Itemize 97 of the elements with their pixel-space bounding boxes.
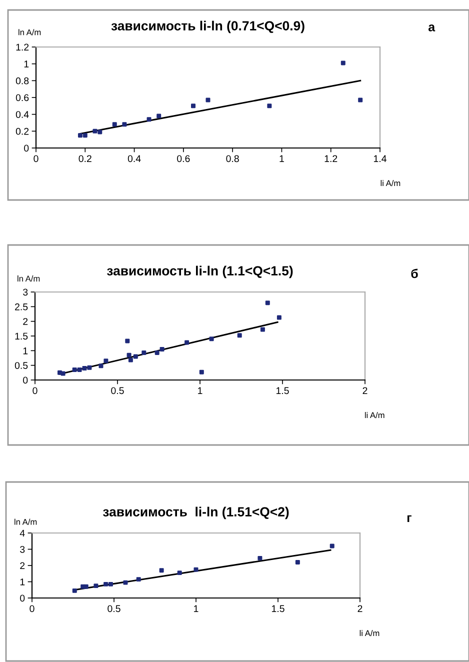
point [237, 333, 242, 338]
y-tick-label: 2.5 [15, 303, 28, 310]
point [136, 577, 141, 582]
x-tick-label: 1.5 [272, 605, 284, 612]
point [133, 354, 138, 359]
point [276, 315, 282, 320]
point [154, 350, 160, 355]
point [94, 584, 98, 588]
x-tick-label: 1 [198, 387, 202, 394]
x-tick-label: 2 [362, 387, 368, 394]
point [295, 560, 300, 564]
point [209, 336, 214, 342]
point [104, 582, 108, 586]
point [184, 340, 190, 345]
point [126, 352, 132, 358]
point [98, 130, 102, 134]
y-tick-label: 3 [20, 546, 25, 553]
x-tick-label: 1.4 [374, 155, 386, 162]
point [191, 104, 196, 108]
point [58, 370, 62, 375]
x-tick-label: 0.5 [108, 605, 120, 612]
y-tick-label: 1.2 [16, 44, 29, 51]
y-tick-label: 0.8 [16, 77, 29, 84]
point [267, 104, 272, 108]
text: г [407, 515, 412, 522]
x-tick-label: 0.6 [177, 155, 190, 162]
text: а [428, 24, 436, 32]
x-tick-label: 1 [280, 155, 284, 162]
point [82, 366, 87, 371]
y-tick-label: 1 [20, 578, 25, 586]
x-tick-label: 1.5 [276, 387, 289, 394]
x-tick-label: 0.8 [226, 155, 239, 162]
x-axis-title: li A/m [364, 412, 384, 418]
point [194, 567, 198, 572]
point [98, 364, 104, 368]
x-tick-label: 0 [32, 387, 38, 394]
point [260, 327, 265, 332]
x-tick-label: 0.5 [111, 387, 124, 394]
point [340, 60, 346, 66]
point [156, 114, 162, 118]
x-tick-label: 2 [358, 605, 362, 612]
point [128, 358, 133, 362]
x-tick-label: 1 [194, 605, 198, 612]
text: б [411, 268, 418, 278]
y-tick-label: 3 [23, 288, 28, 296]
point [159, 568, 164, 573]
point [72, 588, 77, 593]
y-tick-label: 2 [23, 318, 28, 325]
point [177, 570, 182, 576]
chart-title: зависимость li-ln (1.51<Q<2) [103, 506, 289, 520]
x-tick-label: 1.2 [324, 155, 338, 162]
chart-title: зависимость li-ln (1.1<Q<1.5) [107, 266, 293, 278]
y-tick-label: 0.6 [16, 94, 29, 102]
x-tick-label: 0.2 [78, 155, 92, 162]
point [123, 580, 128, 585]
point [125, 338, 130, 344]
y-tick-label: 0 [24, 144, 29, 152]
point [78, 133, 82, 138]
y-axis-title: ln A/m [18, 29, 41, 36]
point [258, 556, 262, 560]
point [72, 367, 77, 372]
point [112, 122, 117, 127]
y-tick-label: 0.5 [14, 362, 28, 369]
point [265, 300, 270, 306]
point [84, 584, 88, 589]
point [160, 346, 164, 352]
point [358, 98, 363, 102]
x-tick-label: 0 [30, 605, 34, 612]
y-axis-title: ln A/m [18, 275, 40, 282]
x-tick-label: 0 [34, 155, 38, 162]
y-tick-label: 1 [24, 60, 29, 68]
x-axis-title: li A/m [360, 630, 380, 636]
point [108, 582, 113, 586]
point [92, 128, 98, 134]
point [60, 371, 66, 376]
point [87, 365, 92, 370]
x-axis-title: li A/m [380, 180, 400, 186]
point [330, 544, 334, 548]
y-tick-label: 0.2 [16, 128, 29, 135]
point [122, 122, 127, 127]
point [77, 367, 82, 372]
chart-title: зависимость li-ln (0.71<Q<0.9) [111, 20, 304, 34]
point [206, 98, 210, 102]
y-tick-label: 2 [20, 562, 25, 570]
point [146, 117, 152, 122]
y-tick-label: 0 [23, 376, 28, 384]
x-tick-label: 0.4 [128, 155, 141, 162]
point [142, 350, 146, 355]
y-tick-label: 4 [20, 530, 25, 537]
point [199, 370, 204, 374]
point [104, 358, 108, 364]
y-tick-label: 1 [23, 348, 28, 354]
y-tick-label: 0.4 [16, 111, 29, 118]
y-axis-title: ln A/m [14, 518, 37, 525]
point [82, 133, 88, 138]
y-tick-label: 1.5 [15, 332, 28, 340]
y-tick-label: 0 [20, 594, 25, 602]
